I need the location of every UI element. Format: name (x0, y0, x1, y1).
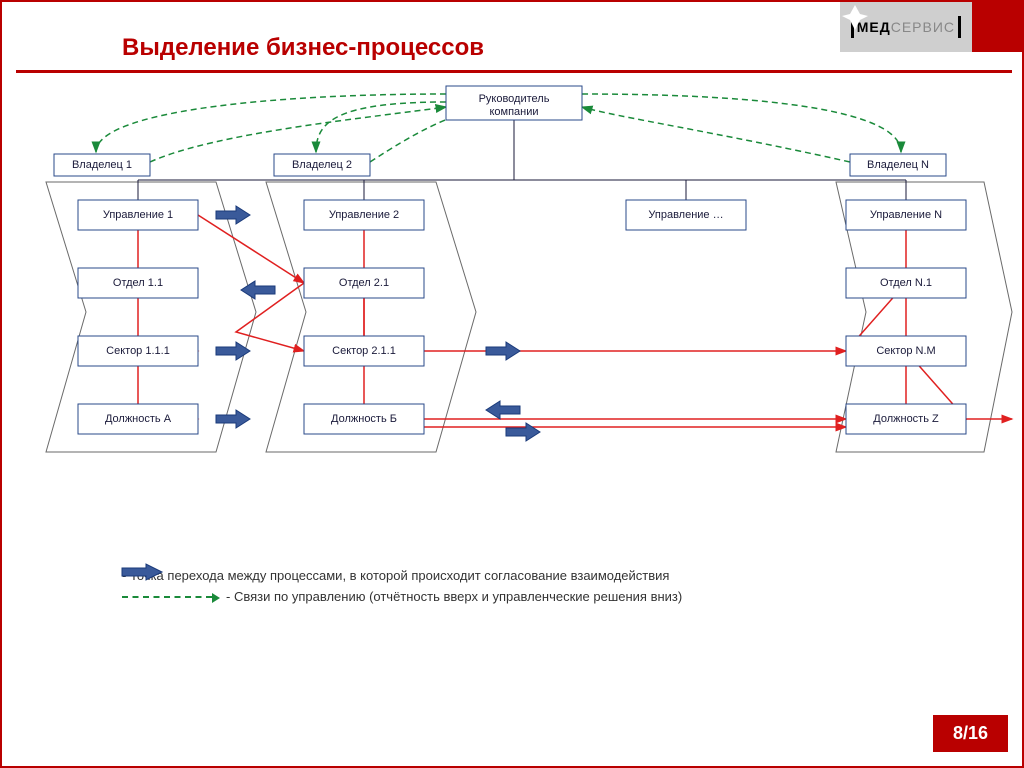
transition-arrow (216, 342, 250, 360)
legend-text-1: - Точка перехода между процессами, в кот… (122, 568, 669, 583)
owner-box-label: Владелец N (867, 159, 929, 171)
mgmt-dash-icon (122, 596, 212, 598)
mgmt-box-label: Управление … (648, 209, 723, 221)
role-box-label: Должность Z (873, 413, 939, 425)
transition-arrow (241, 281, 275, 299)
owner-box-label: Владелец 1 (72, 159, 132, 171)
legend-row-mgmt: - Связи по управлению (отчётность вверх … (122, 589, 682, 604)
page-title: Выделение бизнес-процессов (122, 34, 484, 62)
transition-arrow-icon (122, 562, 162, 582)
title-underline (16, 70, 1012, 73)
mgmt-box-label: Управление 2 (329, 209, 399, 221)
mgmt-link (582, 107, 850, 162)
role-box-label: Должность Б (331, 413, 397, 425)
dept-box-label: Отдел N.1 (880, 277, 932, 289)
mgmt-box-label: Управление 1 (103, 209, 173, 221)
transition-arrow (506, 423, 540, 441)
sector-box-label: Сектор 2.1.1 (332, 345, 396, 357)
mgmt-link (582, 94, 901, 152)
process-diagram: РуководителькомпанииВладелец 1Владелец 2… (16, 82, 1012, 562)
transition-arrow (486, 401, 520, 419)
sector-box-label: Сектор 1.1.1 (106, 345, 170, 357)
owner-box-label: Владелец 2 (292, 159, 352, 171)
logo-icon (972, 2, 1022, 52)
role-box-label: Должность А (105, 413, 172, 425)
logo-block: МЕДСЕРВИС (840, 2, 1022, 52)
logo-grey: СЕРВИС (891, 19, 955, 35)
dept-box-label: Отдел 1.1 (113, 277, 163, 289)
mgmt-box-label: Управление N (870, 209, 942, 221)
transition-arrow (486, 342, 520, 360)
legend-text-2: - Связи по управлению (отчётность вверх … (226, 589, 682, 604)
flow-line (198, 215, 304, 283)
transition-arrow (216, 410, 250, 428)
transition-arrow (216, 206, 250, 224)
page-number-badge: 8/16 (933, 715, 1008, 752)
legend: - Точка перехода между процессами, в кот… (122, 562, 682, 610)
mgmt-link (96, 94, 446, 152)
flow-line (138, 230, 198, 419)
legend-row-transition: - Точка перехода между процессами, в кот… (122, 568, 682, 583)
dept-box-label: Отдел 2.1 (339, 277, 389, 289)
sector-box-label: Сектор N.M (876, 345, 935, 357)
